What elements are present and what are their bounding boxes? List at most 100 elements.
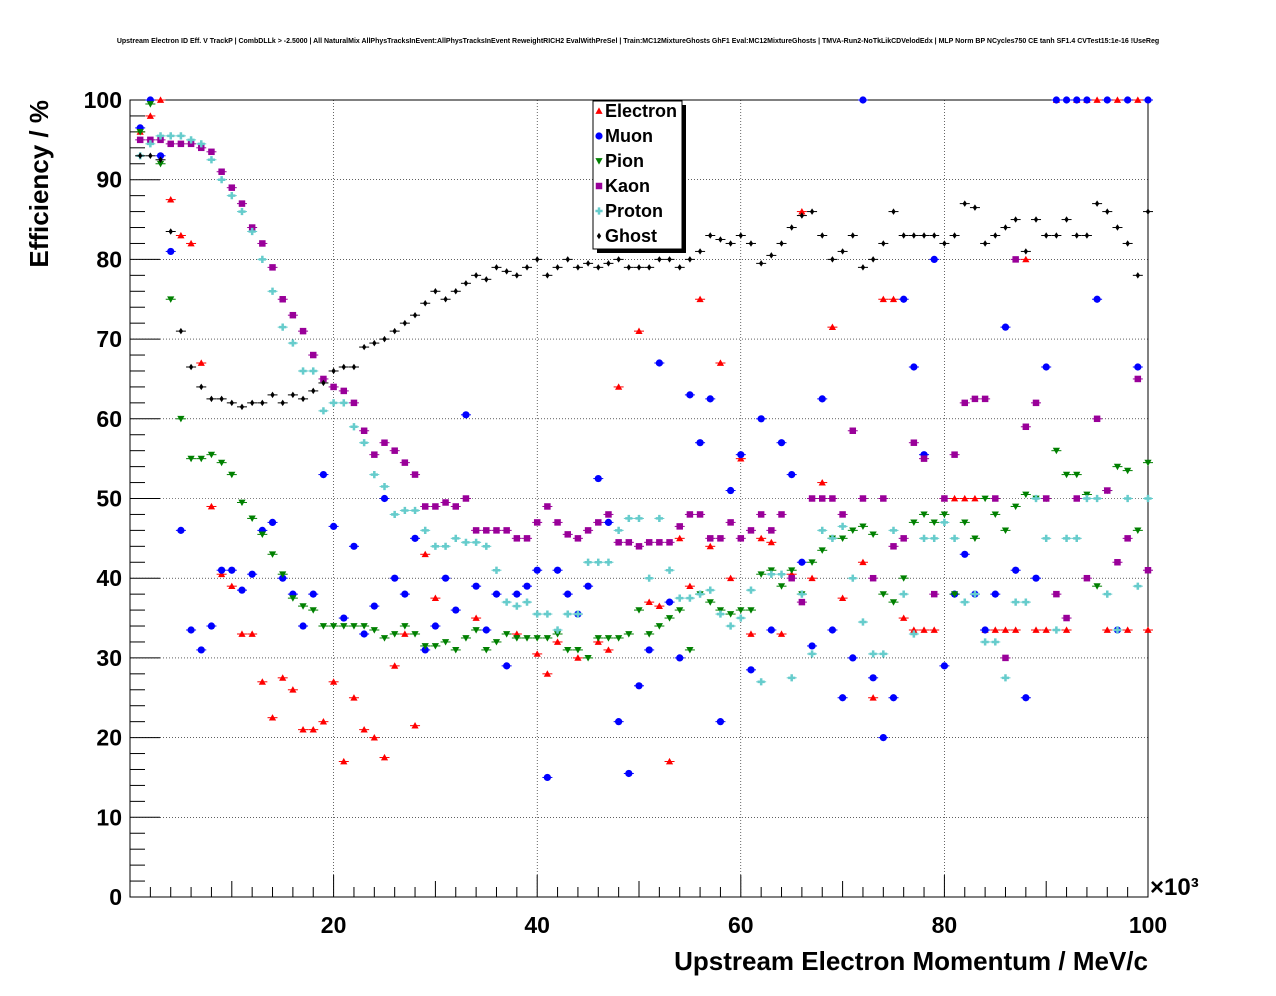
kaon-point <box>391 447 398 454</box>
kaon-point <box>177 140 185 148</box>
ghost-point <box>708 232 713 239</box>
muon-point <box>696 439 704 447</box>
muon-point <box>543 773 551 782</box>
muon-point <box>503 662 511 670</box>
kaon-point <box>941 495 948 502</box>
proton-point <box>187 136 195 144</box>
ghost-point <box>229 399 234 407</box>
muon-point <box>421 646 429 654</box>
muon-point <box>197 646 205 654</box>
pion-point <box>686 647 694 654</box>
muon-point <box>380 494 389 503</box>
proton-point <box>156 132 165 140</box>
proton-point <box>808 650 816 658</box>
electron-point <box>421 550 429 558</box>
kaon-point <box>381 439 388 446</box>
electron-point <box>971 494 979 502</box>
electron-point <box>360 726 368 733</box>
ghost-point <box>1145 208 1151 215</box>
ghost-point <box>830 256 835 263</box>
legend-label-muon: Muon <box>605 126 653 146</box>
muon-point <box>1042 363 1050 371</box>
electron-point <box>594 638 602 645</box>
ghost-point <box>555 264 560 271</box>
muon-point <box>625 769 633 778</box>
muon-point <box>452 606 460 614</box>
muon-point <box>156 152 165 160</box>
electron-point <box>727 574 735 582</box>
pion-point <box>584 655 592 662</box>
kaon-point <box>910 439 918 446</box>
pion-point <box>553 631 562 638</box>
muon-point <box>441 574 450 582</box>
proton-point <box>1042 534 1050 542</box>
proton-point <box>1144 494 1152 503</box>
ghost-point <box>168 228 173 235</box>
kaon-point <box>584 527 592 534</box>
proton-point <box>228 192 236 200</box>
electron-point <box>187 239 195 247</box>
pion-point <box>788 567 796 574</box>
kaon-point <box>1032 399 1040 407</box>
kaon-point <box>920 455 928 462</box>
proton-point <box>849 574 857 582</box>
electron-point <box>258 678 266 685</box>
ghost-point <box>209 395 214 403</box>
proton-point <box>421 526 429 534</box>
proton-point <box>869 650 877 658</box>
proton-point <box>248 227 256 236</box>
muon-point <box>665 598 674 606</box>
electron-point <box>879 295 887 303</box>
series-proton <box>135 132 1153 686</box>
muon-point <box>645 646 653 654</box>
ghost-point <box>718 236 723 243</box>
kaon-point <box>462 495 470 502</box>
proton-point <box>218 176 226 184</box>
ghost-point <box>372 339 377 347</box>
muon-point <box>1124 96 1132 104</box>
proton-point <box>146 140 154 148</box>
electron-point <box>533 650 541 657</box>
proton-point <box>991 638 999 646</box>
proton-point <box>788 674 796 682</box>
proton-point <box>930 534 938 542</box>
ghost-point <box>738 232 743 239</box>
pion-point <box>625 631 633 638</box>
muon-point <box>615 718 623 726</box>
ghost-point <box>789 224 794 231</box>
kaon-point <box>299 327 307 335</box>
ghost-point <box>647 264 652 271</box>
pion-point <box>350 623 358 630</box>
pion-point <box>594 635 602 642</box>
x-tick-label: 20 <box>321 912 347 938</box>
pion-point <box>757 571 765 578</box>
pion-point <box>706 599 714 606</box>
proton-point <box>1103 590 1111 598</box>
proton-point <box>696 590 704 598</box>
electron-point <box>869 694 877 701</box>
ghost-point <box>952 232 957 239</box>
legend-marker-ghost <box>596 232 602 240</box>
muon-point <box>167 247 175 256</box>
kaon-point <box>503 527 510 534</box>
electron-point <box>615 383 623 390</box>
proton-point <box>1032 494 1040 503</box>
electron-point <box>920 626 928 633</box>
kaon-point <box>442 499 449 506</box>
proton-point <box>920 534 928 542</box>
pion-point <box>645 631 653 638</box>
proton-point <box>238 207 246 216</box>
pion-point <box>1083 491 1091 499</box>
electron-point <box>777 630 786 637</box>
muon-point <box>1012 566 1020 574</box>
proton-point <box>258 255 266 263</box>
kaon-point <box>472 527 480 534</box>
y-tick-label: 50 <box>96 486 122 512</box>
pion-point <box>482 647 490 654</box>
proton-point <box>482 542 490 550</box>
proton-point <box>777 570 786 578</box>
kaon-point <box>686 511 694 518</box>
kaon-point <box>533 519 541 526</box>
muon-point <box>248 570 256 578</box>
ghost-point <box>504 268 509 275</box>
